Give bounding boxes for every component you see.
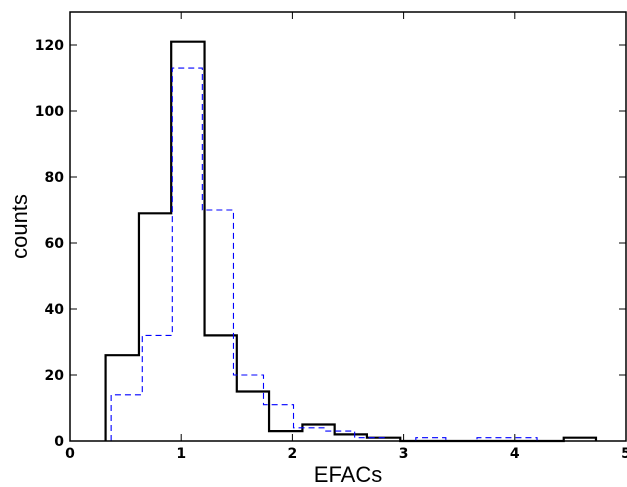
x-tick-label: 0 [65, 446, 75, 462]
x-tick-label: 2 [288, 446, 298, 462]
plot-frame [69, 11, 627, 442]
series-dashed-histogram [110, 67, 569, 442]
y-tick-label: 0 [54, 434, 64, 450]
y-tick-label: 100 [35, 104, 64, 120]
x-tick-label: 5 [621, 446, 627, 462]
y-tick-label: 40 [45, 302, 65, 318]
x-tick-label: 4 [510, 446, 520, 462]
x-tick-label: 1 [176, 446, 186, 462]
y-tick-label: 60 [45, 236, 65, 252]
y-tick-label: 120 [35, 38, 64, 54]
y-tick-label: 20 [45, 368, 65, 384]
y-axis-label: counts [7, 194, 32, 259]
series-solid-histogram [104, 40, 598, 443]
x-tick-label: 3 [399, 446, 409, 462]
y-tick-label: 80 [45, 170, 65, 186]
x-axis-label: EFACs [314, 462, 382, 487]
